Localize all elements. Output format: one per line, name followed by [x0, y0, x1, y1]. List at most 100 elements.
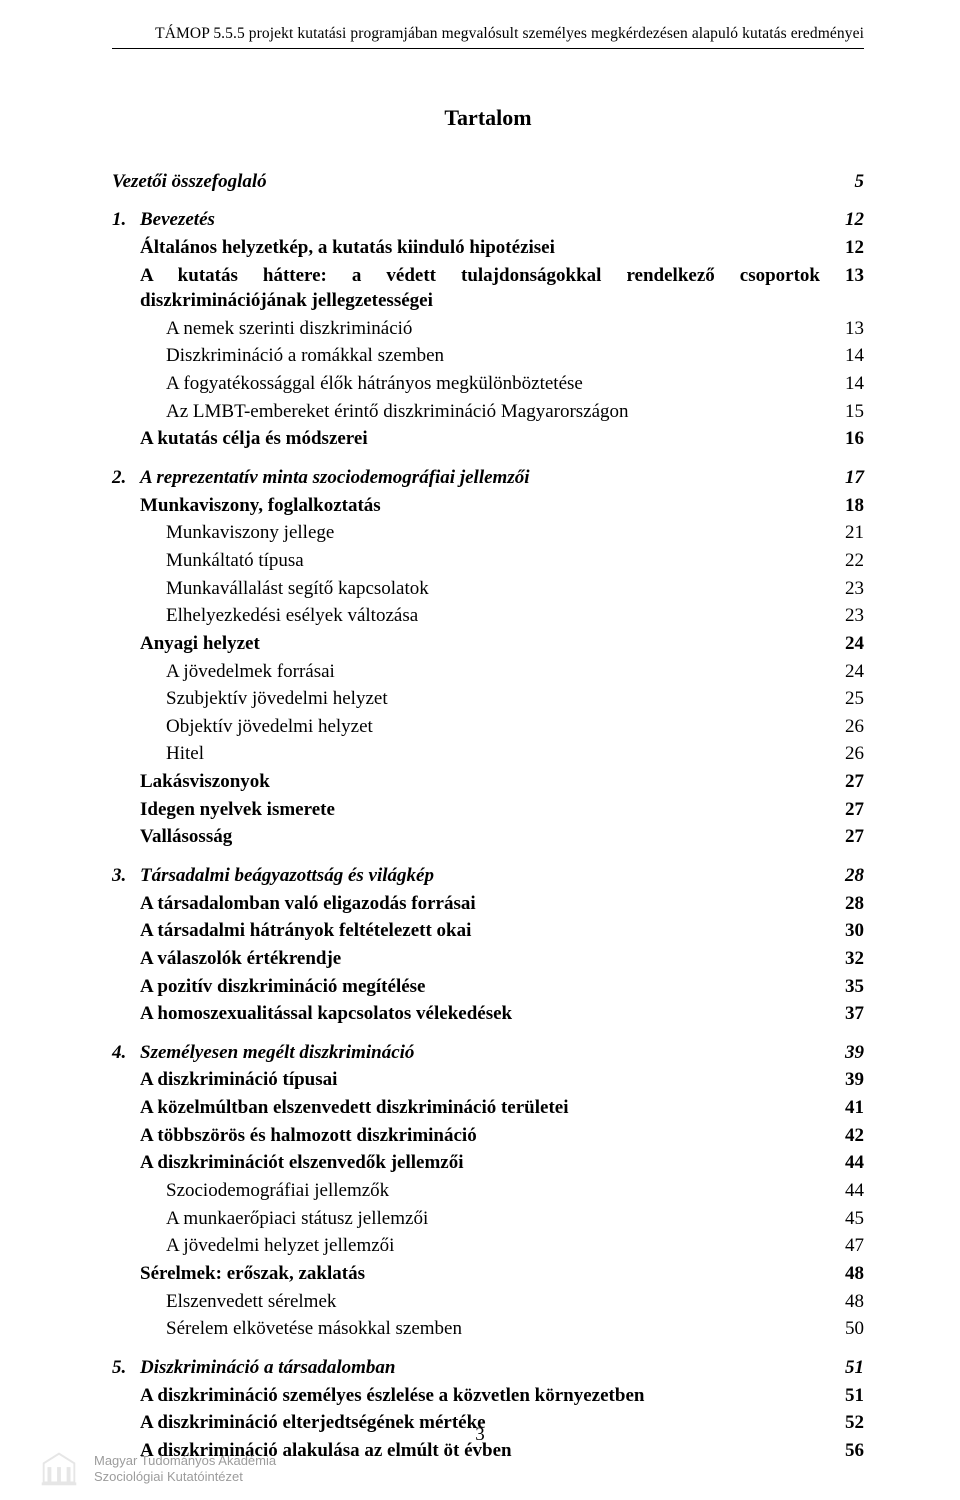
toc-entry-label: A homoszexualitással kapcsolatos véleked… [112, 1001, 832, 1027]
toc-entry: A munkaerőpiaci státusz jellemzői45 [112, 1206, 864, 1232]
toc-entry-page: 26 [832, 714, 864, 740]
toc-entry: 4.Személyesen megélt diszkrimináció39 [112, 1040, 864, 1066]
toc-entry: Sérelmek: erőszak, zaklatás48 [112, 1261, 864, 1287]
toc-entry-label: A társadalomban való eligazodás forrásai [112, 891, 832, 917]
toc-entry-label: A pozitív diszkrimináció megítélése [112, 974, 832, 1000]
toc-entry-page: 14 [832, 371, 864, 397]
toc-entry-page: 17 [832, 465, 864, 491]
toc-entry-number: 4. [112, 1040, 140, 1066]
toc-entry: Idegen nyelvek ismerete27 [112, 797, 864, 823]
toc-entry: A diszkrimináció személyes észlelése a k… [112, 1383, 864, 1409]
toc-entry-label: A fogyatékossággal élők hátrányos megkül… [112, 371, 832, 397]
toc-entry-page: 47 [832, 1233, 864, 1259]
toc-entry: Diszkrimináció a romákkal szemben14 [112, 343, 864, 369]
toc-entry-label: Általános helyzetkép, a kutatás kiinduló… [112, 235, 832, 261]
toc-entry-label: 4.Személyesen megélt diszkrimináció [112, 1040, 832, 1066]
toc-entry-label: A diszkrimináció személyes észlelése a k… [112, 1383, 832, 1409]
toc-entry-page: 23 [832, 576, 864, 602]
toc-entry-page: 14 [832, 343, 864, 369]
toc-entry: A társadalmi hátrányok feltételezett oka… [112, 918, 864, 944]
toc-entry: Vallásosság27 [112, 824, 864, 850]
toc-entry-label: A jövedelmi helyzet jellemzői [112, 1233, 832, 1259]
toc-entry-page: 35 [832, 974, 864, 1000]
toc-entry: Munkavállalást segítő kapcsolatok23 [112, 576, 864, 602]
toc-entry-label: Diszkrimináció a romákkal szemben [112, 343, 832, 369]
toc-entry-number: 3. [112, 863, 140, 889]
toc-entry-label: Hitel [112, 741, 832, 767]
toc-entry-page: 39 [832, 1040, 864, 1066]
page-header: TÁMOP 5.5.5 projekt kutatási programjába… [112, 24, 864, 49]
toc-entry: A jövedelmi helyzet jellemzői47 [112, 1233, 864, 1259]
toc-entry-label: Sérelem elkövetése másokkal szemben [112, 1316, 832, 1342]
toc-entry-label: A diszkrimináció típusai [112, 1067, 832, 1093]
page-number: 3 [0, 1422, 960, 1448]
toc-entry-page: 13 [832, 263, 864, 289]
toc-entry-label: Vallásosság [112, 824, 832, 850]
toc-entry: Vezetői összefoglaló5 [112, 169, 864, 195]
toc-entry: A közelmúltban elszenvedett diszkriminác… [112, 1095, 864, 1121]
toc-entry-label: A diszkriminációt elszenvedők jellemzői [112, 1150, 832, 1176]
toc-title: Tartalom [112, 103, 864, 133]
table-of-contents: Vezetői összefoglaló5 1.Bevezetés12Általá… [112, 169, 864, 1464]
toc-entry-page: 15 [832, 399, 864, 425]
toc-entry-page: 41 [832, 1095, 864, 1121]
toc-entry-page: 32 [832, 946, 864, 972]
toc-entry-page: 24 [832, 631, 864, 657]
toc-entry-page: 44 [832, 1178, 864, 1204]
toc-entry-label: Szubjektív jövedelmi helyzet [112, 686, 832, 712]
toc-entry: A diszkriminációt elszenvedők jellemzői4… [112, 1150, 864, 1176]
toc-entry: Általános helyzetkép, a kutatás kiinduló… [112, 235, 864, 261]
toc-entry-page: 44 [832, 1150, 864, 1176]
toc-entry: 3.Társadalmi beágyazottság és világkép28 [112, 863, 864, 889]
toc-entry: Elszenvedett sérelmek48 [112, 1289, 864, 1315]
toc-entry-page: 18 [832, 493, 864, 519]
footer-line-1: Magyar Tudományos Akadémia [94, 1453, 276, 1469]
toc-entry-page: 13 [832, 316, 864, 342]
toc-entry: Objektív jövedelmi helyzet26 [112, 714, 864, 740]
toc-entry: A válaszolók értékrendje32 [112, 946, 864, 972]
mta-logo-icon [36, 1446, 82, 1492]
toc-entry: Munkaviszony jellege21 [112, 520, 864, 546]
toc-entry-page: 12 [832, 235, 864, 261]
toc-entry-label: Vezetői összefoglaló [112, 169, 832, 195]
footer-text: Magyar Tudományos Akadémia Szociológiai … [94, 1453, 276, 1486]
toc-entry: Sérelem elkövetése másokkal szemben50 [112, 1316, 864, 1342]
toc-entry-label: Objektív jövedelmi helyzet [112, 714, 832, 740]
toc-entry-label: 5.Diszkrimináció a társadalomban [112, 1355, 832, 1381]
toc-entry-page: 39 [832, 1067, 864, 1093]
footer: Magyar Tudományos Akadémia Szociológiai … [36, 1446, 276, 1492]
toc-entry-label: Idegen nyelvek ismerete [112, 797, 832, 823]
toc-entry-page: 28 [832, 863, 864, 889]
toc-entry: Anyagi helyzet24 [112, 631, 864, 657]
toc-entry: A homoszexualitással kapcsolatos véleked… [112, 1001, 864, 1027]
toc-entry: Szubjektív jövedelmi helyzet25 [112, 686, 864, 712]
toc-entry: Lakásviszonyok27 [112, 769, 864, 795]
toc-entry-label: Munkáltató típusa [112, 548, 832, 574]
toc-entry: Hitel26 [112, 741, 864, 767]
toc-entry-number: 2. [112, 465, 140, 491]
toc-entry: 1.Bevezetés12 [112, 207, 864, 233]
toc-entry-label: Szociodemográfiai jellemzők [112, 1178, 832, 1204]
toc-entry-label: Lakásviszonyok [112, 769, 832, 795]
toc-entry-page: 27 [832, 797, 864, 823]
toc-entry-page: 27 [832, 824, 864, 850]
toc-entry-page: 50 [832, 1316, 864, 1342]
toc-entry: A fogyatékossággal élők hátrányos megkül… [112, 371, 864, 397]
toc-entry-label: A többszörös és halmozott diszkrimináció [112, 1123, 832, 1149]
toc-entry-label: Munkaviszony jellege [112, 520, 832, 546]
toc-entry: Munkaviszony, foglalkoztatás18 [112, 493, 864, 519]
toc-entry-page: 45 [832, 1206, 864, 1232]
toc-entry: A társadalomban való eligazodás forrásai… [112, 891, 864, 917]
toc-entry: A nemek szerinti diszkrimináció13 [112, 316, 864, 342]
toc-entry-page: 25 [832, 686, 864, 712]
toc-entry: 5.Diszkrimináció a társadalomban51 [112, 1355, 864, 1381]
toc-entry-label: Anyagi helyzet [112, 631, 832, 657]
toc-entry-page: 42 [832, 1123, 864, 1149]
toc-entry-label: A munkaerőpiaci státusz jellemzői [112, 1206, 832, 1232]
toc-entry-label: Elhelyezkedési esélyek változása [112, 603, 832, 629]
toc-entry-label: A jövedelmek forrásai [112, 659, 832, 685]
toc-entry: A többszörös és halmozott diszkrimináció… [112, 1123, 864, 1149]
toc-entry: A jövedelmek forrásai24 [112, 659, 864, 685]
toc-entry-page: 12 [832, 207, 864, 233]
toc-entry-page: 51 [832, 1355, 864, 1381]
